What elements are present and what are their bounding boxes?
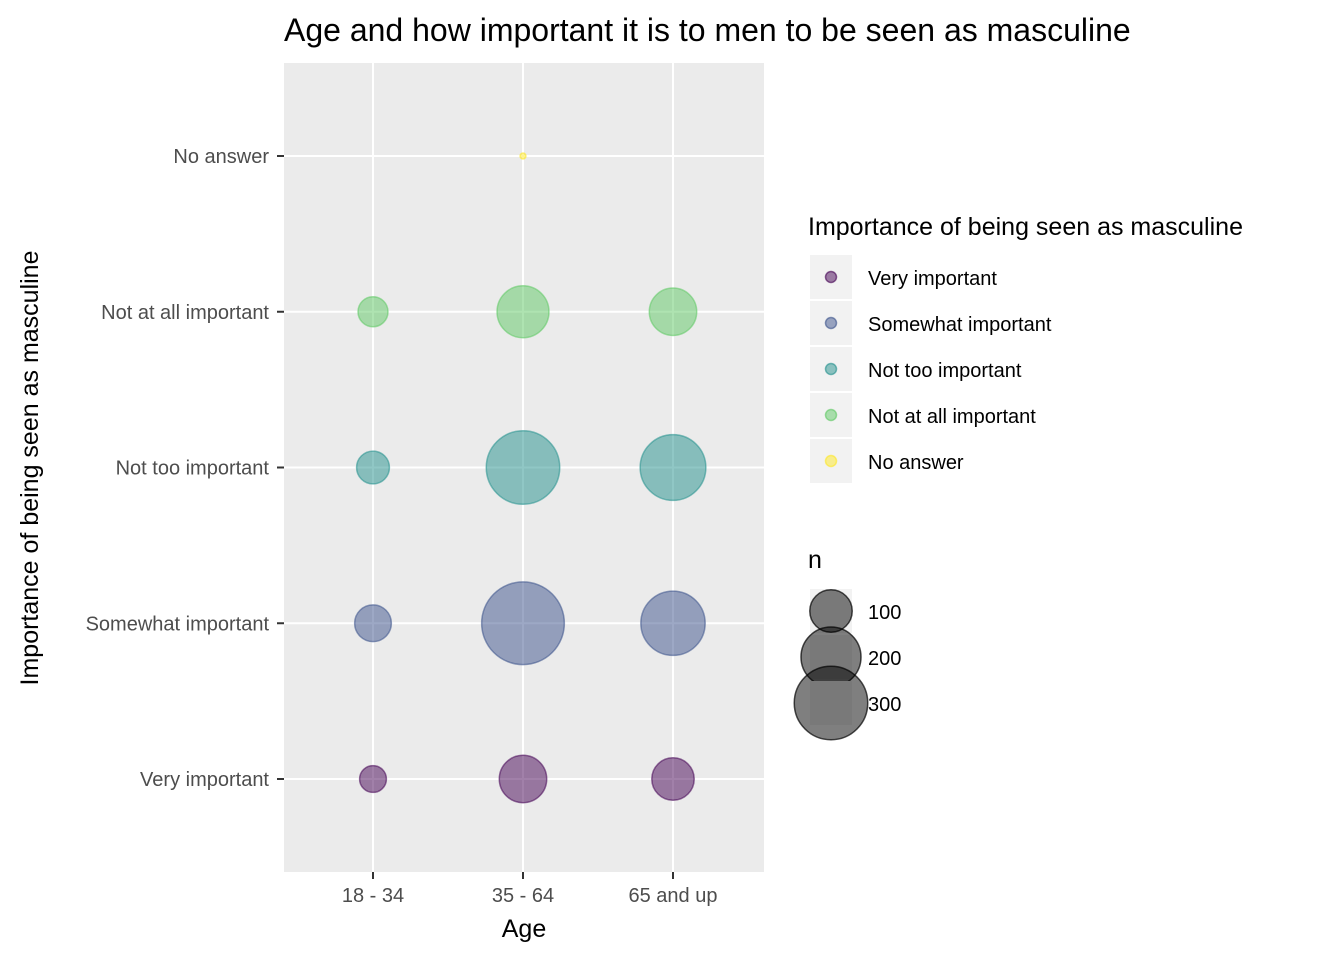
legend-swatch [824,362,838,376]
size-legend-swatch [809,589,853,633]
legend-swatch [824,316,838,330]
data-point [480,581,566,666]
y-tick-label: Not at all important [101,302,269,324]
y-tick-label: No answer [173,146,269,168]
size-legend-label: 300 [868,694,901,716]
y-tick-label: Very important [140,769,269,791]
legend-label: Not at all important [868,406,1036,428]
data-point [639,433,707,502]
data-point [355,450,391,485]
size-legend: 100 200 300 [793,589,901,741]
y-tick-label: Somewhat important [86,613,270,635]
legend-swatch [824,270,838,284]
data-point [498,754,548,804]
data-points [353,152,707,804]
color-legend: Very important Somewhat important Not too … [810,255,1052,483]
size-legend-swatch [793,665,869,741]
y-axis-title: Importance of being seen as masculine [16,251,44,686]
color-legend-title: Importance of being seen as masculine [808,213,1243,241]
legend-label: Somewhat important [868,314,1052,336]
data-point [651,757,695,801]
data-point [358,764,388,794]
legend-swatch [824,454,838,468]
legend-label: No answer [868,452,964,474]
legend-label: Very important [868,268,997,290]
x-tick-labels: 18 - 34 35 - 64 65 and up [342,885,718,907]
y-tick-labels: Very important Somewhat important Not too … [86,146,270,791]
x-tick-label: 65 and up [629,885,718,907]
x-tick-label: 18 - 34 [342,885,404,907]
legend-swatch [824,408,838,422]
data-point [640,590,706,657]
x-tick-label: 35 - 64 [492,885,554,907]
data-point [485,430,561,505]
x-axis-title: Age [502,915,546,943]
y-tick-label: Not too important [116,458,270,480]
data-point [648,287,698,337]
data-point [353,604,393,643]
size-legend-title: n [808,546,822,574]
legend-label: Not too important [868,360,1022,382]
data-point [496,285,550,339]
size-legend-label: 200 [868,648,901,670]
data-point [519,152,527,160]
chart-title: Age and how important it is to men to be… [284,12,1131,48]
data-point [357,296,389,328]
size-legend-label: 100 [868,602,901,624]
axis-ticks [277,155,674,879]
